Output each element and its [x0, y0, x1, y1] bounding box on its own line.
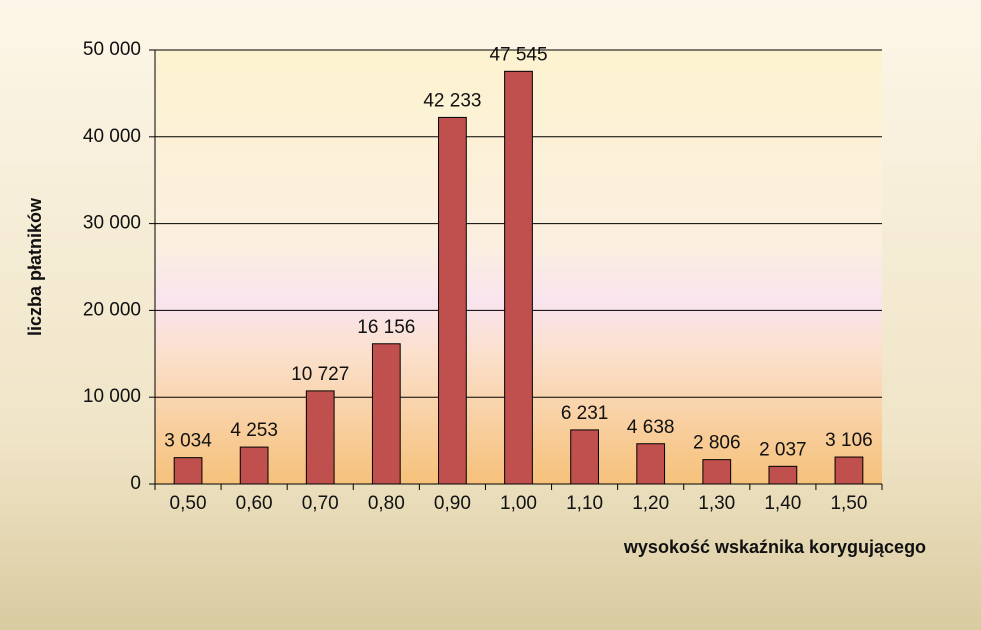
- x-axis-title: wysokość wskaźnika korygującego: [623, 537, 926, 557]
- value-label: 47 545: [489, 44, 547, 65]
- value-label: 4 253: [230, 420, 278, 441]
- x-tick-label: 1,10: [566, 493, 603, 514]
- value-label: 42 233: [423, 90, 481, 111]
- x-tick-label: 1,50: [830, 493, 867, 514]
- x-tick-label: 0,70: [302, 493, 339, 514]
- bar: [239, 446, 269, 485]
- y-tick-label: 20 000: [83, 299, 141, 320]
- bar: [504, 70, 533, 485]
- x-tick-label: 1,40: [764, 493, 801, 514]
- value-label: 6 231: [561, 403, 609, 424]
- bar: [768, 465, 798, 485]
- bar: [438, 116, 467, 485]
- y-tick-label: 40 000: [83, 126, 141, 147]
- value-label: 10 727: [291, 364, 349, 385]
- x-tick-label: 0,60: [236, 493, 273, 514]
- x-tick-label: 1,30: [698, 493, 735, 514]
- y-tick-label: 30 000: [83, 213, 141, 234]
- bar: [834, 456, 864, 485]
- x-tick-label: 1,20: [632, 493, 669, 514]
- bar: [305, 390, 335, 485]
- y-tick-label: 10 000: [83, 386, 141, 407]
- x-tick-label: 0,90: [434, 493, 471, 514]
- x-tick-label: 1,00: [500, 493, 537, 514]
- bar: [636, 443, 666, 485]
- value-label: 2 806: [693, 433, 741, 454]
- y-tick-label: 0: [130, 473, 141, 494]
- y-axis-title: liczba płatników: [25, 197, 45, 336]
- value-label: 3 106: [825, 430, 873, 451]
- value-label: 16 156: [357, 317, 415, 338]
- value-label: 4 638: [627, 417, 675, 438]
- y-tick-label: 50 000: [83, 39, 141, 60]
- bar: [371, 343, 401, 485]
- bar: [570, 429, 599, 485]
- bar: [702, 459, 732, 485]
- x-tick-label: 0,50: [170, 493, 207, 514]
- x-tick-label: 0,80: [368, 493, 405, 514]
- bar: [173, 457, 203, 485]
- value-label: 3 034: [164, 431, 212, 452]
- value-label: 2 037: [759, 439, 807, 460]
